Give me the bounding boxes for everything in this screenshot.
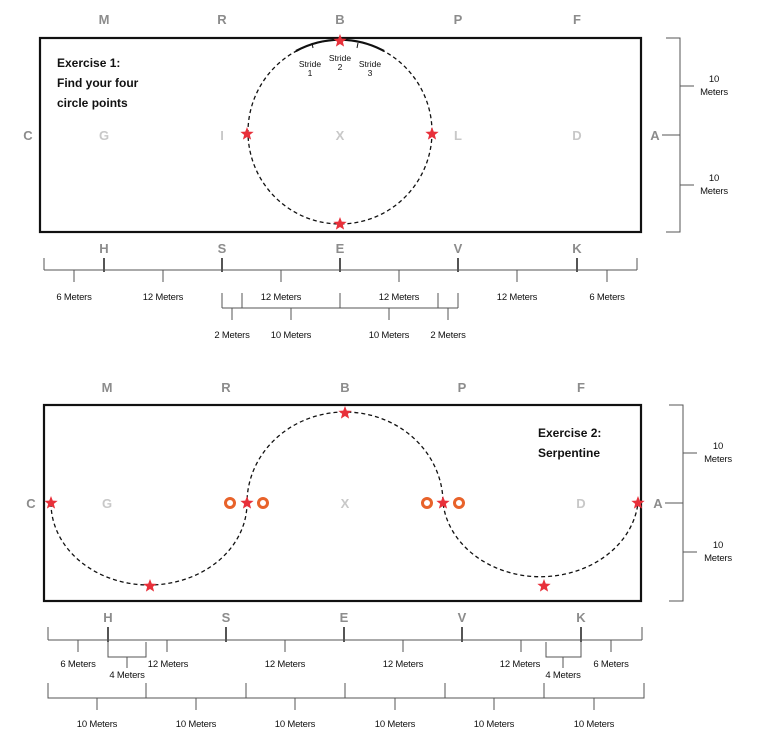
measure-label: 10 Meters: [176, 719, 217, 730]
exercise-2-title: Exercise 2:: [538, 426, 601, 440]
stride-2-number: 2: [338, 62, 343, 72]
star-icon: [333, 217, 347, 230]
cone-icon: [421, 497, 433, 509]
ruler-row-2: [221, 293, 459, 320]
stride-1-number: 1: [308, 68, 313, 78]
stride-2-label: Stride: [329, 53, 351, 63]
side-label-value: 10: [713, 441, 723, 452]
side-label-unit: Meters: [700, 87, 728, 98]
side-label-value: 10: [709, 173, 719, 184]
marker-i: I: [220, 128, 224, 143]
marker-b: B: [340, 380, 349, 395]
measure-label: 10 Meters: [574, 719, 615, 730]
width-bracket: [669, 404, 684, 602]
measure-label: 10 Meters: [77, 719, 118, 730]
measure-label: 10 Meters: [474, 719, 515, 730]
measure-label: 6 Meters: [593, 659, 629, 670]
measure-label: 12 Meters: [265, 659, 306, 670]
star-icon: [631, 496, 645, 509]
marker-k: K: [576, 610, 586, 625]
marker-e: E: [336, 241, 345, 256]
star-icon: [436, 496, 450, 509]
marker-b: B: [335, 12, 344, 27]
marker-a: A: [650, 128, 660, 143]
star-icon: [537, 579, 551, 592]
marker-f: F: [577, 380, 585, 395]
measure-label: 6 Meters: [56, 292, 92, 303]
marker-p: P: [454, 12, 463, 27]
exercise-1-subtitle-2: circle points: [57, 96, 128, 110]
width-bracket: [666, 37, 681, 233]
marker-r: R: [217, 12, 227, 27]
ruler-row-1: [47, 627, 643, 668]
measure-label: 12 Meters: [500, 659, 541, 670]
measure-label: 4 Meters: [545, 670, 581, 681]
marker-r: R: [221, 380, 231, 395]
ruler-row-2: [47, 683, 645, 710]
marker-d: D: [572, 128, 581, 143]
marker-v: V: [454, 241, 463, 256]
side-label-unit: Meters: [700, 186, 728, 197]
marker-d: D: [576, 496, 585, 511]
exercise-1-title: Exercise 1:: [57, 56, 120, 70]
marker-x: X: [336, 128, 345, 143]
marker-s: S: [222, 610, 231, 625]
exercise-1: M R B P F C A G I X L D Exercise 1: Find…: [23, 12, 728, 341]
measure-label: 2 Meters: [430, 330, 466, 341]
marker-e: E: [340, 610, 349, 625]
side-label-unit: Meters: [704, 553, 732, 564]
measure-label: 10 Meters: [369, 330, 410, 341]
side-label-unit: Meters: [704, 454, 732, 465]
star-icon: [143, 579, 157, 592]
cone-icon: [453, 497, 465, 509]
star-icon: [425, 127, 439, 140]
measure-label: 10 Meters: [271, 330, 312, 341]
measure-label: 12 Meters: [379, 292, 420, 303]
cone-icon: [257, 497, 269, 509]
marker-g: G: [102, 496, 112, 511]
star-icon: [333, 34, 347, 47]
marker-l: L: [454, 128, 462, 143]
measure-label: 12 Meters: [497, 292, 538, 303]
exercise-2-subtitle: Serpentine: [538, 446, 600, 460]
marker-v: V: [458, 610, 467, 625]
marker-c: C: [26, 496, 36, 511]
marker-p: P: [458, 380, 467, 395]
marker-x: X: [341, 496, 350, 511]
marker-a: A: [653, 496, 663, 511]
measure-label: 6 Meters: [589, 292, 625, 303]
marker-m: M: [102, 380, 113, 395]
measure-label: 12 Meters: [148, 659, 189, 670]
measure-label: 2 Meters: [214, 330, 250, 341]
marker-f: F: [573, 12, 581, 27]
measure-label: 4 Meters: [109, 670, 145, 681]
measure-label: 10 Meters: [275, 719, 316, 730]
marker-s: S: [218, 241, 227, 256]
marker-m: M: [99, 12, 110, 27]
side-label-value: 10: [709, 74, 719, 85]
star-icon: [240, 127, 254, 140]
ruler-row-1: [43, 258, 638, 282]
star-icon: [338, 406, 352, 419]
star-icon: [240, 496, 254, 509]
marker-h: H: [103, 610, 112, 625]
stride-3-number: 3: [368, 68, 373, 78]
measure-label: 10 Meters: [375, 719, 416, 730]
measure-label: 12 Meters: [143, 292, 184, 303]
marker-g: G: [99, 128, 109, 143]
exercise-1-subtitle: Find your four: [57, 76, 139, 90]
measure-label: 12 Meters: [383, 659, 424, 670]
stride-1-label: Stride: [299, 59, 321, 69]
marker-h: H: [99, 241, 108, 256]
stride-3-label: Stride: [359, 59, 381, 69]
marker-c: C: [23, 128, 33, 143]
side-label-value: 10: [713, 540, 723, 551]
star-icon: [44, 496, 58, 509]
measure-label: 6 Meters: [60, 659, 96, 670]
cone-icon: [224, 497, 236, 509]
measure-label: 12 Meters: [261, 292, 302, 303]
marker-k: K: [572, 241, 582, 256]
exercise-2: M R B P F C A G X D Exercise 2: Serpenti…: [26, 380, 732, 730]
